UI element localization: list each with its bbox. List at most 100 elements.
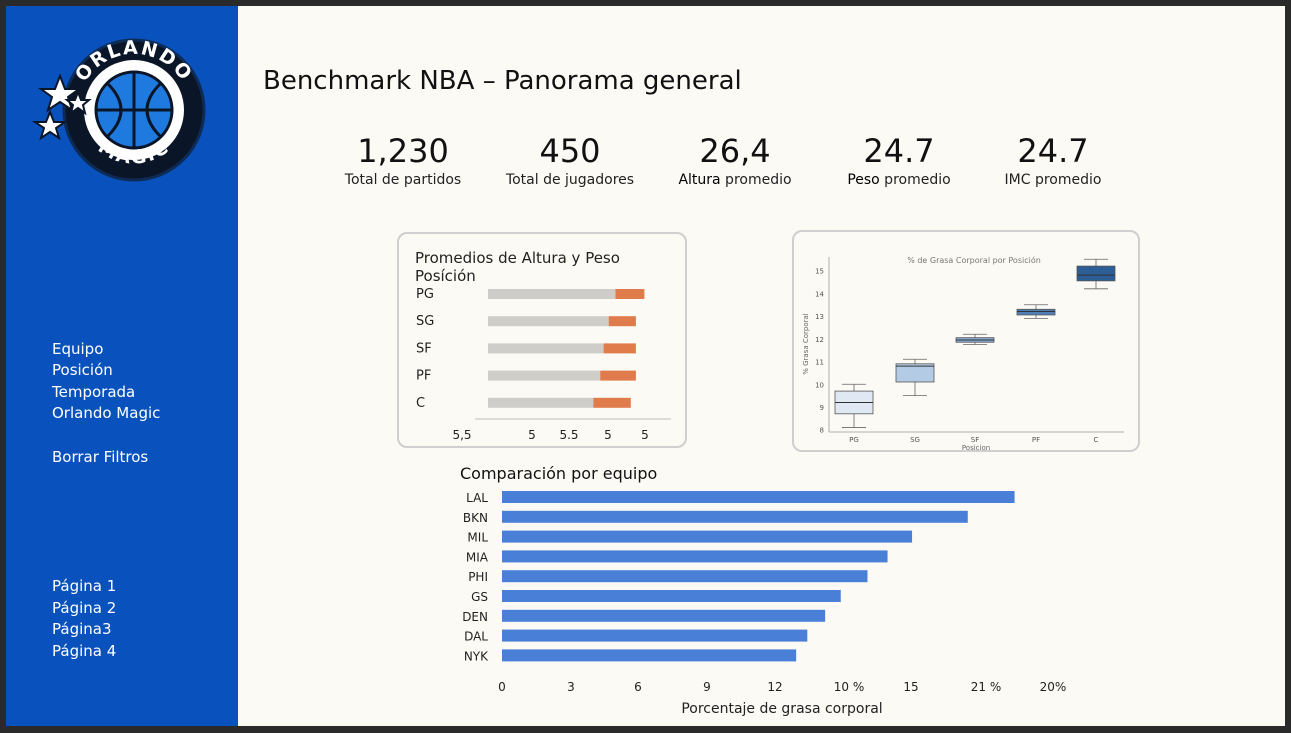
kpi-label: Altura promedio (678, 172, 792, 188)
team-bar (502, 491, 1015, 503)
team-label: GS (471, 590, 488, 604)
kpi-total-partidos: 1,230 Total de partidos (328, 132, 478, 188)
bar-segment-orange (600, 370, 636, 381)
x-tick-label: SF (971, 436, 979, 444)
x-tick-label: 5.5 (559, 428, 578, 442)
team-bar (502, 570, 868, 583)
altura-peso-chart: PG SG SF PF C 5,5 5 5.5 5 5 (416, 287, 671, 442)
kpi-value: 450 (539, 132, 601, 170)
y-tick-label: 8 (820, 427, 824, 435)
team-bar (502, 550, 888, 563)
filter-temporada[interactable]: Temporada (52, 383, 136, 401)
team-label: PHI (468, 570, 488, 584)
team-label: MIA (466, 550, 489, 564)
x-tick-label: 21 % (971, 680, 1002, 694)
x-tick-label: 5 (641, 428, 649, 442)
y-tick-label: 13 (815, 313, 824, 321)
x-tick-label: PG (849, 436, 859, 444)
team-label: BKN (463, 511, 488, 525)
box (895, 363, 935, 383)
bar-segment-grey (488, 397, 594, 408)
kpi-label: Total de jugadores (505, 172, 635, 188)
orlando-magic-logo: ORLANDO MAGIC (31, 37, 206, 182)
y-tick-label: 10 (815, 381, 824, 389)
team-bar (502, 590, 841, 602)
bar-segment-grey (488, 289, 616, 299)
category-label: PG (416, 287, 434, 302)
x-tick-label: 9 (703, 680, 711, 694)
y-tick-label: 15 (815, 268, 824, 276)
y-axis-label: % Grasa Corporal (802, 313, 810, 375)
category-label: SF (416, 341, 432, 356)
page-title: Benchmark NBA – Panorama general (263, 66, 742, 96)
kpi-total-jugadores: 450 Total de jugadores (495, 132, 645, 188)
filter-orlando-magic[interactable]: Orlando Magic (52, 404, 161, 422)
kpi-value: 24.7 (1017, 132, 1089, 170)
page-frame: ORLANDO MAGIC Equipo Posición Temporada … (6, 6, 1285, 726)
box (1016, 308, 1056, 316)
y-tick-label: 12 (815, 336, 824, 344)
nav-page-3[interactable]: Página3 (52, 620, 112, 638)
team-bar (502, 609, 826, 622)
category-label: PF (416, 369, 431, 384)
bar-segment-grey (488, 343, 604, 354)
x-tick-label: PF (1032, 436, 1040, 444)
nav-page-2[interactable]: Página 2 (52, 599, 117, 617)
kpi-value: 24.7 (863, 132, 935, 170)
team-label: NYK (464, 649, 489, 663)
x-tick-label: 12 (767, 680, 782, 694)
bar-segment-orange (608, 316, 636, 327)
bar-segment-orange (615, 289, 645, 299)
x-tick-label: C (1094, 436, 1099, 444)
bar-segment-grey (488, 316, 609, 327)
category-label: C (416, 396, 425, 411)
grasa-posicion-chart: % de Grasa Corporal por Posición 8 9 10 11 12… (802, 255, 1124, 450)
x-tick-label: 5,5 (452, 428, 471, 442)
kpi-peso-promedio: 24.7 Peso promedio (824, 132, 974, 188)
box (1076, 265, 1116, 282)
kpi-value: 1,230 (357, 132, 449, 170)
team-label: LAL (466, 491, 488, 505)
y-tick-label: 14 (815, 290, 824, 298)
x-tick-label: SG (910, 436, 920, 444)
x-tick-label: 5 (604, 428, 612, 442)
bar-segment-orange (593, 397, 631, 408)
x-tick-label: 0 (498, 680, 506, 694)
team-label: DEN (462, 610, 488, 624)
team-label: MIL (467, 531, 488, 545)
filter-posicion[interactable]: Posición (52, 361, 113, 379)
category-label: SG (416, 314, 434, 329)
y-tick-label: 11 (815, 359, 824, 367)
team-label: DAL (464, 630, 488, 644)
grasa-posicion-card: % de Grasa Corporal por Posición 8 9 10 11 12… (792, 230, 1140, 452)
x-tick-label: 5 (528, 428, 536, 442)
kpi-imc-promedio: 24.7 IMC promedio (978, 132, 1128, 188)
x-tick-label: 20% (1040, 680, 1067, 694)
bar-segment-grey (488, 370, 601, 381)
main-content: Benchmark NBA – Panorama general 1,230 T… (238, 6, 1285, 726)
chart-title: Promedios de Altura y Peso Posíción (415, 249, 620, 285)
sidebar: ORLANDO MAGIC Equipo Posición Temporada … (6, 6, 238, 726)
bar-segment-orange (603, 343, 636, 354)
filter-equipo[interactable]: Equipo (52, 340, 104, 358)
altura-peso-card: Promedios de Altura y Peso Posíción PG SG… (397, 232, 687, 448)
x-tick-label: 10 % (834, 680, 865, 694)
chart-title: % de Grasa Corporal por Posición (907, 255, 1041, 265)
kpi-label: Total de partidos (344, 172, 462, 188)
x-axis-label: Posicion (962, 444, 990, 450)
team-bar (502, 530, 913, 543)
kpi-label: Peso promedio (847, 172, 951, 188)
kpi-value: 26,4 (699, 132, 771, 170)
comparacion-equipo-chart: Comparación por equipo LAL BKN MIL MIA PHI GS D… (460, 464, 1067, 716)
kpi-label: IMC promedio (1004, 172, 1102, 188)
kpi-altura-promedio: 26,4 Altura promedio (660, 132, 810, 188)
team-bar (502, 510, 968, 523)
clear-filters-button[interactable]: Borrar Filtros (52, 448, 149, 466)
nav-page-4[interactable]: Página 4 (52, 642, 117, 660)
team-bar (502, 649, 797, 662)
x-tick-label: 3 (567, 680, 575, 694)
y-tick-label: 9 (820, 404, 824, 412)
x-tick-label: 6 (634, 680, 642, 694)
nav-page-1[interactable]: Página 1 (52, 577, 117, 595)
x-tick-label: 15 (903, 680, 918, 694)
